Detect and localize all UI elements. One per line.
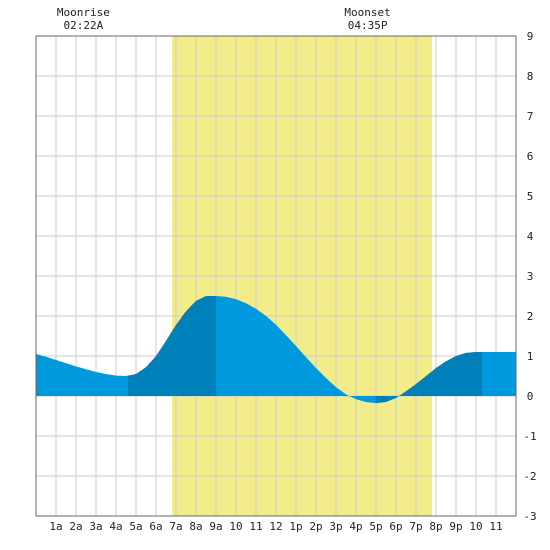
x-tick-label: 1p [289,520,302,533]
tide-area-layer [36,296,516,404]
tide-area-rising [376,352,482,404]
x-tick-label: 10 [469,520,482,533]
y-tick-label: 9 [527,30,534,43]
x-tick-labels: 1a 2a 3a 4a 5a 6a 7a 8a 9a 10 11 12 1p 2p 3p 4p 5p 6p 7p 8p… [49,520,502,533]
x-tick-label: 4a [109,520,122,533]
y-tick-label: 4 [527,230,534,243]
x-tick-label: 2a [69,520,82,533]
y-tick-label: 5 [527,190,534,203]
moonset-time: 04:35P [348,19,388,32]
x-tick-label: 10 [229,520,242,533]
x-tick-label: 12 [269,520,282,533]
x-tick-label: 3p [329,520,342,533]
x-tick-label: 3a [89,520,102,533]
x-tick-label: 5a [129,520,142,533]
tide-area-falling [216,296,376,404]
y-tick-label: 2 [527,310,534,323]
x-tick-label: 7a [169,520,182,533]
x-tick-label: 11 [489,520,502,533]
moonrise-time: 02:22A [64,19,104,32]
moonset-label: Moonset [344,6,390,19]
tide-area-falling [482,352,516,396]
x-tick-label: 6p [389,520,402,533]
x-tick-label: 7p [409,520,422,533]
x-tick-label: 5p [369,520,382,533]
moonrise-label: Moonrise [57,6,110,19]
x-tick-label: 6a [149,520,162,533]
x-tick-label: 2p [309,520,322,533]
y-tick-labels: -3 -2 -1 0 1 2 3 4 5 6 7 8 9 [523,30,536,523]
y-tick-label: -2 [523,470,536,483]
y-tick-label: 3 [527,270,534,283]
x-tick-label: 4p [349,520,362,533]
y-tick-label: -1 [523,430,536,443]
x-tick-label: 11 [249,520,262,533]
y-tick-label: 7 [527,110,534,123]
grid-layer [36,35,516,517]
x-tick-label: 9p [449,520,462,533]
tide-area-falling [36,354,128,396]
y-tick-label: 1 [527,350,534,363]
y-tick-label: 0 [527,390,534,403]
y-tick-label: 8 [527,70,534,83]
x-tick-label: 8a [189,520,202,533]
tide-area-rising [128,296,216,396]
x-tick-label: 9a [209,520,222,533]
plot-border [35,35,517,517]
x-tick-label: 8p [429,520,442,533]
x-tick-label: 1a [49,520,62,533]
y-tick-label: -3 [523,510,536,523]
y-tick-label: 6 [527,150,534,163]
